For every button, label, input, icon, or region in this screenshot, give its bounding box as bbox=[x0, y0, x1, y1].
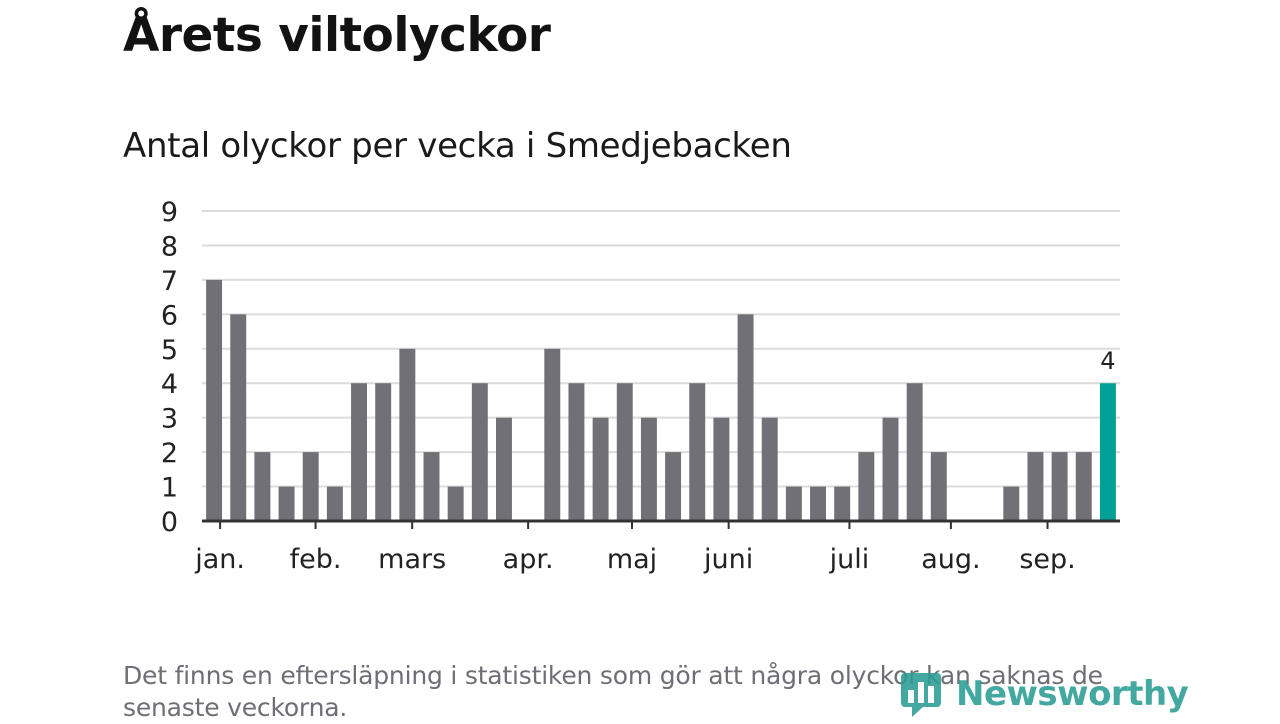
bar bbox=[858, 452, 875, 521]
x-tick-label: mars bbox=[378, 544, 446, 575]
bar bbox=[737, 314, 754, 521]
bar bbox=[689, 383, 706, 521]
highlight-data-label: 4 bbox=[1100, 347, 1115, 375]
y-tick-label: 6 bbox=[161, 300, 178, 331]
bar bbox=[496, 417, 512, 521]
bar bbox=[665, 452, 682, 521]
bar bbox=[616, 383, 633, 521]
x-tick-label: feb. bbox=[290, 544, 342, 575]
x-tick-label: sep. bbox=[1019, 544, 1075, 575]
bar bbox=[882, 417, 899, 521]
y-tick-label: 0 bbox=[161, 507, 178, 538]
bar bbox=[302, 452, 319, 521]
bar-highlight bbox=[1099, 383, 1116, 521]
bar bbox=[906, 383, 923, 521]
bar bbox=[713, 417, 730, 521]
y-tick-label: 4 bbox=[161, 369, 178, 400]
bar bbox=[544, 348, 561, 521]
bar bbox=[810, 486, 826, 521]
bar bbox=[1051, 452, 1068, 521]
bar bbox=[375, 383, 392, 521]
bar bbox=[1027, 452, 1044, 521]
bar bbox=[1003, 486, 1020, 521]
y-tick-label: 2 bbox=[161, 438, 178, 469]
bar bbox=[568, 383, 585, 521]
bar bbox=[834, 486, 851, 521]
bar bbox=[640, 417, 657, 521]
y-axis-ticks: 01 23 45 67 89 bbox=[161, 197, 178, 538]
y-tick-label: 7 bbox=[161, 266, 178, 297]
data-labels: 4 bbox=[1100, 347, 1115, 375]
x-tick-label: aug. bbox=[921, 544, 980, 575]
x-tick-label: jan. bbox=[194, 544, 245, 575]
bar bbox=[230, 314, 247, 521]
bar bbox=[1075, 452, 1092, 521]
y-tick-label: 3 bbox=[161, 404, 178, 435]
bar bbox=[278, 486, 295, 521]
gridlines bbox=[202, 210, 1120, 488]
x-tick-label: juni bbox=[703, 544, 753, 575]
bar bbox=[930, 452, 947, 521]
bar bbox=[785, 486, 802, 521]
bar bbox=[399, 348, 416, 521]
bar bbox=[471, 383, 488, 521]
bar bbox=[351, 383, 367, 521]
chart-subtitle: Antal olyckor per vecka i Smedjebacken bbox=[123, 126, 792, 166]
bar bbox=[761, 417, 778, 521]
newsworthy-logo[interactable]: Newsworthy bbox=[900, 668, 1189, 720]
bars bbox=[206, 279, 1116, 521]
x-tick-label: juli bbox=[829, 544, 870, 575]
logo-text: Newsworthy bbox=[956, 674, 1189, 714]
bar bbox=[423, 452, 440, 521]
x-tick-label: maj bbox=[607, 544, 657, 575]
bar bbox=[447, 486, 464, 521]
chart-title: Årets viltolyckor bbox=[123, 8, 551, 63]
bar bbox=[206, 279, 223, 521]
bar bbox=[254, 452, 271, 521]
y-tick-label: 9 bbox=[161, 197, 178, 228]
y-tick-label: 8 bbox=[161, 231, 178, 262]
bar-chart-speech-bubble-icon bbox=[901, 673, 941, 717]
y-tick-label: 1 bbox=[161, 473, 178, 504]
bar bbox=[326, 486, 343, 521]
x-axis: jan. feb. mars apr. maj juni juli aug. sep. bbox=[194, 519, 1120, 575]
y-tick-label: 5 bbox=[161, 335, 178, 366]
x-tick-label: apr. bbox=[503, 544, 554, 575]
bar bbox=[592, 417, 609, 521]
